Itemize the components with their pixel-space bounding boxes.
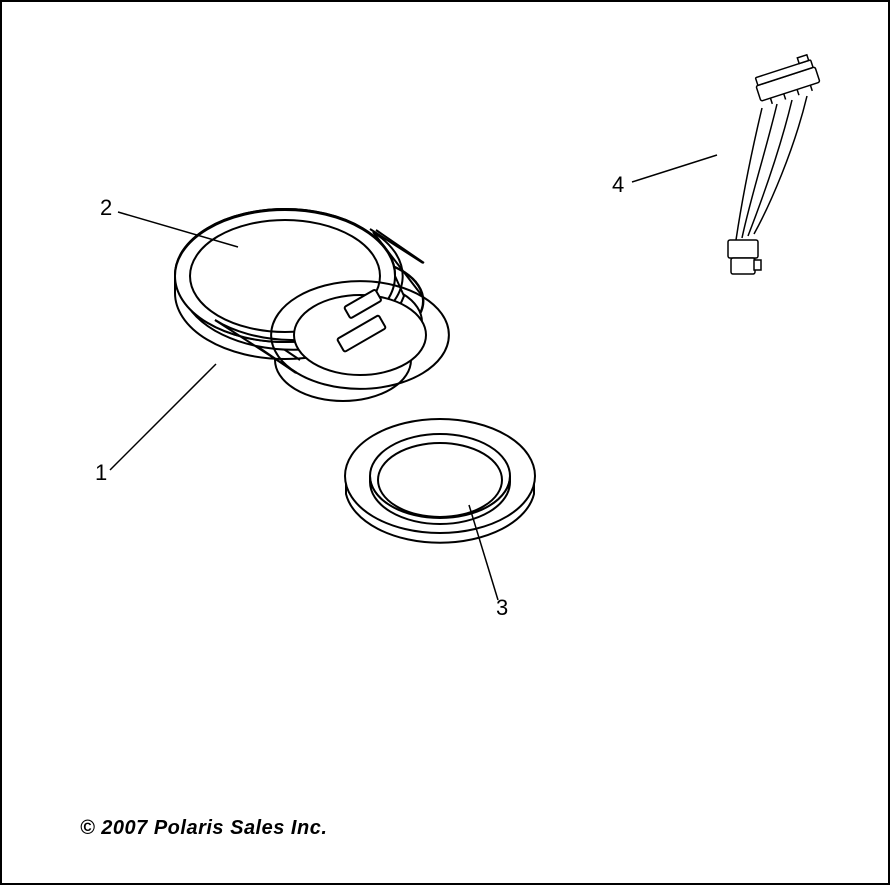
callout-label-3: 3 xyxy=(496,595,508,621)
diagram-frame: 1 2 3 4 © 2007 Polaris Sales Inc. xyxy=(0,0,890,885)
wire-harness xyxy=(728,54,822,274)
callout-label-4: 4 xyxy=(612,172,624,198)
callout-label-1: 1 xyxy=(95,460,107,486)
copyright-text: © 2007 Polaris Sales Inc. xyxy=(80,817,327,840)
diagram-svg xyxy=(0,0,890,885)
mounting-ring xyxy=(345,419,535,543)
gauge-clean xyxy=(175,210,449,389)
callout-label-2: 2 xyxy=(100,195,112,221)
